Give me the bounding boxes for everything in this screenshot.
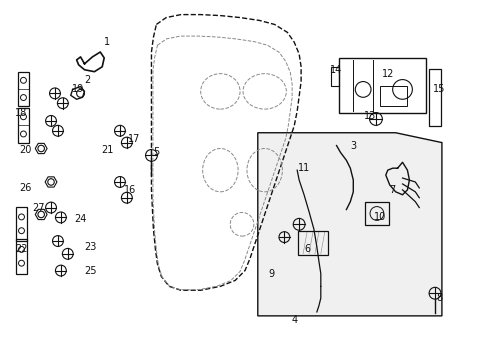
Text: 18: 18 <box>15 108 27 118</box>
Text: 8: 8 <box>435 293 441 303</box>
Text: 20: 20 <box>19 145 32 156</box>
Bar <box>379 86 407 106</box>
Bar <box>428 69 440 126</box>
Text: 24: 24 <box>74 215 86 224</box>
Text: 9: 9 <box>268 269 274 279</box>
Text: 11: 11 <box>297 163 309 173</box>
Text: 14: 14 <box>330 65 342 75</box>
Bar <box>18 108 29 143</box>
Text: 23: 23 <box>84 242 97 252</box>
Text: 17: 17 <box>127 134 140 144</box>
Text: 21: 21 <box>101 145 113 156</box>
Text: 7: 7 <box>389 185 395 195</box>
Text: 26: 26 <box>19 183 32 193</box>
Text: 25: 25 <box>84 266 97 276</box>
Text: 5: 5 <box>153 148 159 157</box>
Text: 1: 1 <box>104 37 110 47</box>
Bar <box>18 72 29 106</box>
Text: 2: 2 <box>84 75 90 85</box>
Text: 13: 13 <box>363 111 375 121</box>
Text: 12: 12 <box>381 69 393 79</box>
Text: 6: 6 <box>304 244 309 254</box>
Text: 19: 19 <box>71 84 83 94</box>
Text: 10: 10 <box>373 212 385 222</box>
Polygon shape <box>257 133 441 316</box>
Text: 27: 27 <box>32 203 44 212</box>
Text: 16: 16 <box>123 185 136 195</box>
Text: 3: 3 <box>349 140 356 150</box>
Text: 15: 15 <box>432 84 444 94</box>
Text: 4: 4 <box>290 315 297 325</box>
Bar <box>16 239 27 274</box>
Bar <box>330 67 338 86</box>
Text: 22: 22 <box>15 244 28 254</box>
Bar <box>16 207 27 241</box>
